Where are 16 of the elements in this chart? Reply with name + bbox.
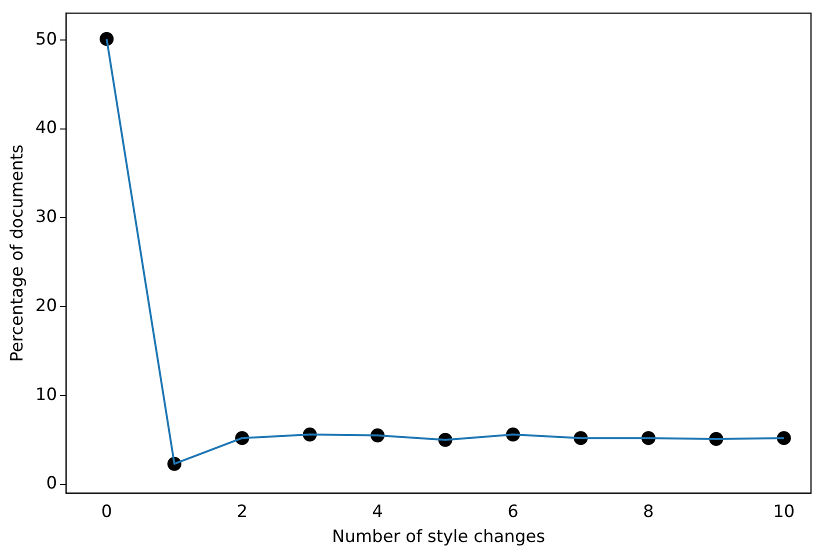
point (100, 32, 114, 46)
y-tick-label: 0 (46, 474, 58, 494)
y-tick-label: 50 (35, 29, 58, 50)
x-tick-label: 10 (773, 502, 795, 522)
x-tick-label: 8 (643, 502, 654, 522)
y-axis-title: Percentage of documents (8, 144, 28, 362)
point (776, 431, 791, 446)
x-tick-label: 2 (236, 502, 248, 522)
y-tick-label: 20 (35, 296, 58, 316)
x-tick-label: 4 (372, 502, 383, 522)
y-tick-label: 40 (35, 118, 58, 138)
y-tick-label: 10 (35, 384, 58, 405)
x-tick-label: 6 (508, 502, 518, 522)
y-tick-label: 30 (35, 207, 58, 228)
x-tick-label: 0 (101, 502, 112, 522)
x-axis-title: Number of style changes (332, 527, 546, 548)
